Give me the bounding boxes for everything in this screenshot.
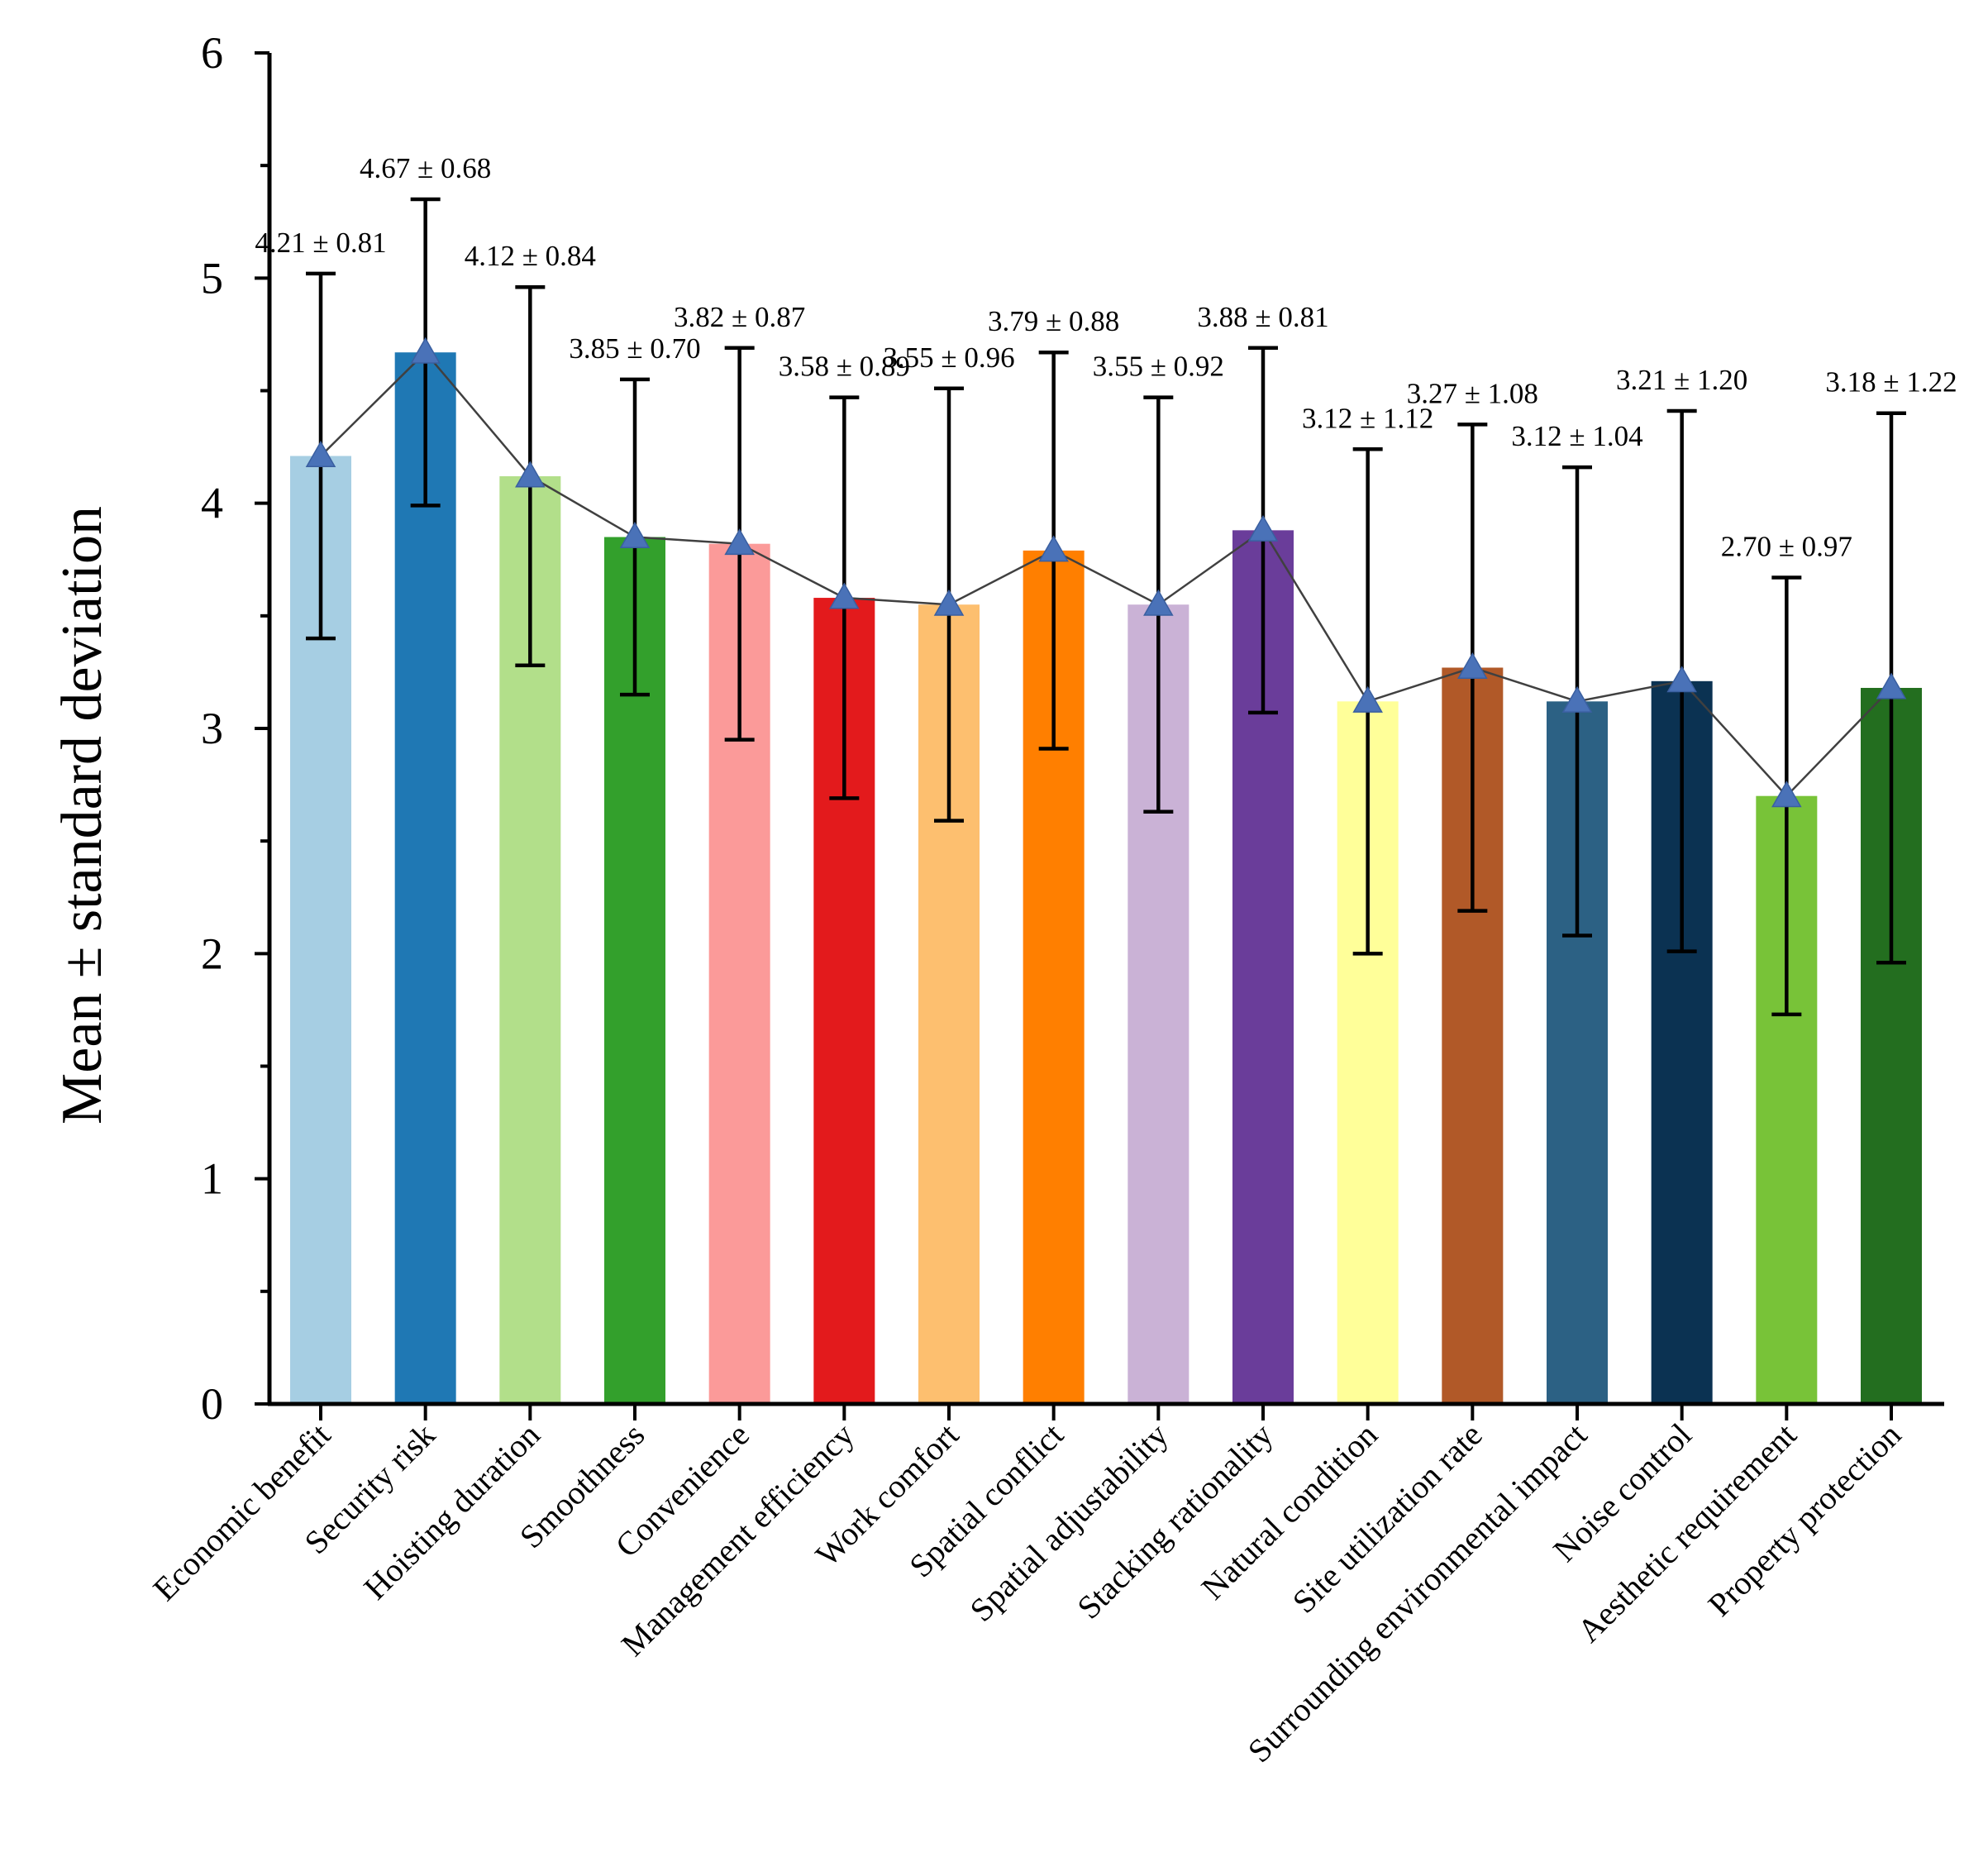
mean-marker — [1457, 652, 1488, 679]
mean-marker — [619, 522, 651, 549]
mean-marker — [1038, 535, 1069, 562]
y-tick-label: 3 — [201, 704, 223, 753]
data-label: 4.21 ± 0.81 — [255, 227, 386, 259]
data-label: 3.12 ± 1.12 — [1302, 402, 1433, 434]
data-label: 3.82 ± 0.87 — [674, 301, 805, 333]
mean-marker — [933, 589, 965, 616]
bars-layer — [290, 352, 1922, 1405]
mean-marker — [410, 337, 441, 364]
mean-marker — [1143, 589, 1174, 616]
x-tick-label: Stacking rationality — [1070, 1416, 1280, 1626]
data-label: 4.67 ± 0.68 — [360, 152, 491, 184]
bar — [394, 352, 456, 1404]
mean-marker — [1352, 685, 1383, 713]
mean-marker — [1876, 672, 1907, 699]
data-label: 3.85 ± 0.70 — [569, 332, 700, 365]
x-tick-label: Spatial adjustability — [962, 1416, 1175, 1629]
mean-marker — [305, 440, 336, 467]
data-label: 4.12 ± 0.84 — [465, 240, 596, 272]
data-label: 3.55 ± 0.96 — [883, 341, 1014, 374]
mean-marker — [829, 582, 860, 609]
data-label: 3.58 ± 0.89 — [779, 351, 910, 383]
mean-marker — [1666, 666, 1697, 693]
data-label: 3.88 ± 0.81 — [1197, 301, 1328, 333]
y-tick-label: 5 — [201, 253, 223, 303]
data-label: 3.27 ± 1.08 — [1407, 377, 1538, 409]
x-tick-label: Hoisting duration — [356, 1416, 547, 1607]
data-label: 2.70 ± 0.97 — [1721, 531, 1852, 563]
data-label: 3.18 ± 1.22 — [1825, 366, 1957, 399]
x-tick-label: Natural condition — [1194, 1416, 1385, 1607]
mean-marker — [1771, 781, 1802, 808]
x-tick-label: Property protection — [1700, 1416, 1908, 1624]
mean-marker — [515, 461, 546, 488]
y-tick-label: 1 — [201, 1154, 223, 1204]
data-label: 3.21 ± 1.20 — [1616, 364, 1747, 396]
y-tick-label: 2 — [201, 929, 223, 978]
mean-line — [320, 351, 1892, 798]
data-label: 3.55 ± 0.92 — [1093, 351, 1224, 383]
mean-marker — [724, 528, 755, 556]
mean-marker — [1247, 514, 1279, 542]
y-axis-label: Mean ± standard deviation — [50, 506, 114, 1124]
y-tick-label: 0 — [201, 1379, 223, 1429]
mean-marker — [1561, 685, 1593, 713]
data-label: 3.12 ± 1.04 — [1511, 420, 1642, 452]
y-tick-label: 4 — [201, 479, 223, 528]
y-tick-label: 6 — [201, 28, 223, 78]
y-ticks-layer: 0 1 2 3 4 5 6 — [201, 28, 269, 1429]
mean-line-layer — [305, 337, 1907, 808]
data-labels-layer: 4.21 ± 0.81 4.67 ± 0.68 4.12 ± 0.84 3.85 ± … — [255, 152, 1957, 563]
x-tick-label: Site utilization rate — [1285, 1416, 1490, 1621]
data-label: 3.79 ± 0.88 — [988, 305, 1119, 337]
x-tick-label: Economic benefit — [145, 1416, 337, 1608]
